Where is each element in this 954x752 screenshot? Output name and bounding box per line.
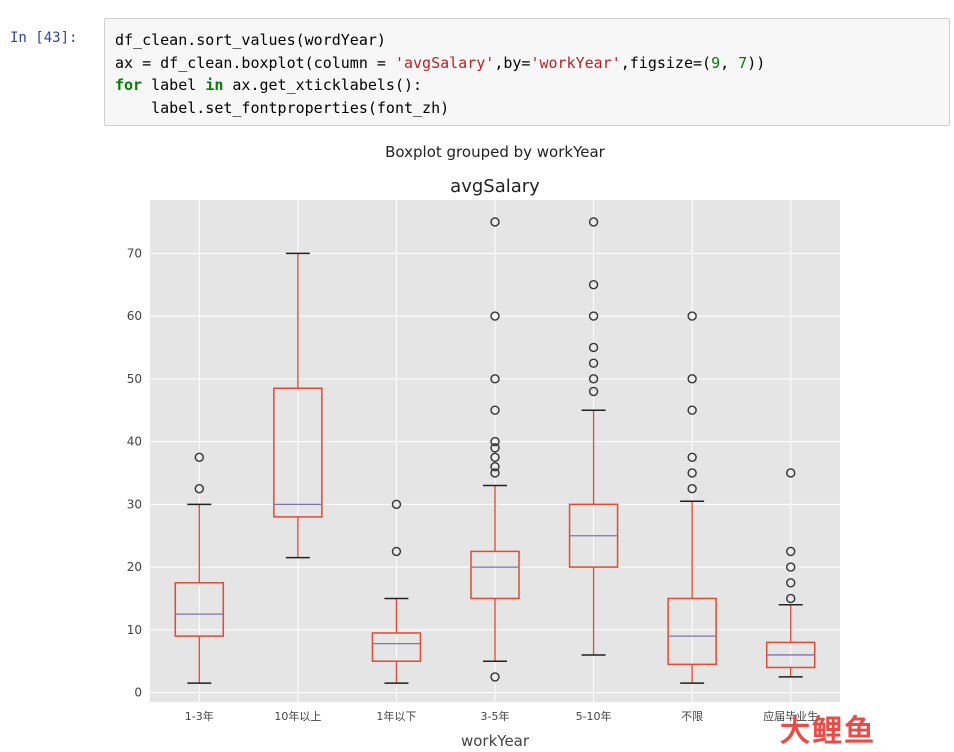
outlier-point xyxy=(786,546,796,557)
code-token: for xyxy=(115,76,143,94)
box-iqr xyxy=(371,632,422,662)
chart-suptitle: Boxplot grouped by workYear xyxy=(385,143,605,161)
y-tick-label: 10 xyxy=(127,623,142,637)
outlier-point xyxy=(588,374,599,384)
outlier-point xyxy=(490,311,500,321)
outlier-point xyxy=(687,374,697,384)
outlier-point xyxy=(588,217,599,227)
code-line: ax = df_clean.boxplot(column = 'avgSalar… xyxy=(115,54,765,72)
code-line: for label in ax.get_xticklabels(): xyxy=(115,76,422,94)
code-token: ax = df_clean.boxplot(column = xyxy=(115,53,395,72)
box-iqr xyxy=(273,387,323,518)
code-token: ax.get_xticklabels(): xyxy=(223,76,423,94)
outlier-point xyxy=(391,499,402,510)
outlier-point xyxy=(490,443,500,453)
chart-title: avgSalary xyxy=(450,176,540,197)
outlier-point xyxy=(687,452,697,462)
outlier-point xyxy=(786,593,796,604)
outlier-point xyxy=(588,342,599,353)
code-token: 'avgSalary' xyxy=(394,53,495,72)
outlier-point xyxy=(588,358,599,368)
code-editor[interactable]: df_clean.sort_values(wordYear) ax = df_c… xyxy=(115,29,765,119)
outlier-point xyxy=(391,546,402,557)
x-tick-label: 10年以上 xyxy=(274,709,321,723)
outlier-point xyxy=(687,311,697,321)
code-token: 7 xyxy=(738,53,748,72)
code-token: in xyxy=(205,76,224,94)
outlier-point xyxy=(588,311,599,321)
y-tick-label: 70 xyxy=(127,246,142,260)
code-token: , xyxy=(720,53,739,72)
x-tick-label: 5-10年 xyxy=(576,709,612,723)
y-tick-label: 0 xyxy=(134,686,142,700)
code-token: label.set_fontproperties(font_zh) xyxy=(115,98,450,117)
code-token: df_clean.sort_values(wordYear) xyxy=(115,31,386,49)
box-iqr xyxy=(174,582,225,637)
code-token: ,by= xyxy=(494,53,531,72)
code-token: 'workYear' xyxy=(530,53,621,72)
code-token: label xyxy=(142,76,206,94)
x-tick-label: 1年以下 xyxy=(376,709,416,723)
outlier-point xyxy=(588,280,599,290)
outlier-point xyxy=(194,452,204,462)
outlier-point xyxy=(490,436,500,447)
y-tick-label: 40 xyxy=(127,435,142,449)
code-line: df_clean.sort_values(wordYear) xyxy=(115,31,386,49)
outlier-point xyxy=(490,672,500,682)
x-tick-label: 不限 xyxy=(681,710,703,723)
code-token: ,figsize=( xyxy=(620,53,712,72)
code-token: )) xyxy=(747,53,766,72)
outlier-point xyxy=(490,461,500,472)
outlier-point xyxy=(588,386,599,397)
y-tick-label: 60 xyxy=(127,309,142,323)
outlier-point xyxy=(786,562,796,572)
watermark-logo: 大鲤鱼 xyxy=(780,714,876,749)
outlier-point xyxy=(687,468,697,478)
box-iqr xyxy=(667,597,717,666)
outlier-point xyxy=(490,405,500,415)
x-axis-label: workYear xyxy=(461,732,530,750)
box-iqr xyxy=(470,550,520,600)
outlier-point xyxy=(490,468,500,478)
outlier-point xyxy=(687,405,697,415)
outlier-point xyxy=(786,468,796,478)
outlier-point xyxy=(490,217,500,227)
cell-prompt: In [43]: xyxy=(10,30,78,46)
y-tick-label: 30 xyxy=(127,497,142,511)
outlier-point xyxy=(194,483,204,494)
outlier-point xyxy=(490,452,500,462)
x-tick-label: 应届毕业生 xyxy=(763,709,818,723)
x-tick-label: 1-3年 xyxy=(185,709,214,723)
outlier-point xyxy=(786,578,796,588)
code-line: label.set_fontproperties(font_zh) xyxy=(115,99,449,117)
code-token: 9 xyxy=(711,53,721,72)
outlier-point xyxy=(490,374,500,384)
y-tick-label: 20 xyxy=(127,560,142,574)
code-cell[interactable]: df_clean.sort_values(wordYear) ax = df_c… xyxy=(104,18,950,126)
x-tick-label: 3-5年 xyxy=(481,709,510,723)
y-tick-label: 50 xyxy=(127,372,142,386)
outlier-point xyxy=(687,483,697,494)
